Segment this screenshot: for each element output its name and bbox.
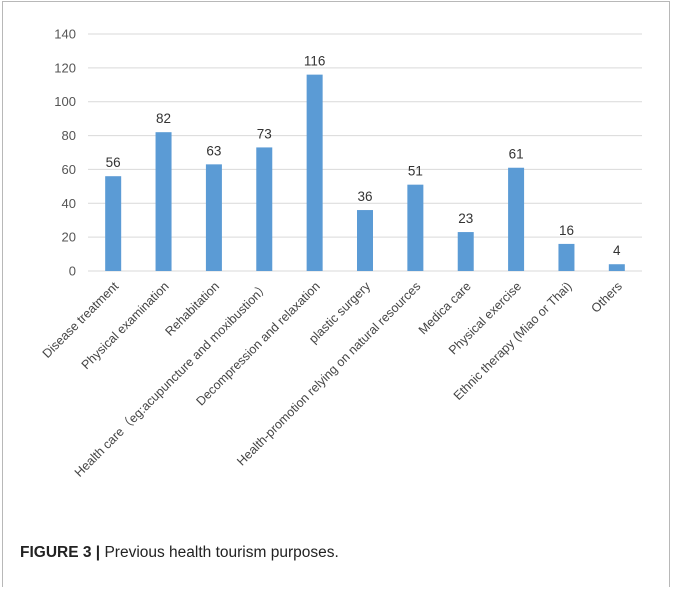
- data-label: 63: [206, 143, 221, 158]
- bar: [357, 210, 373, 271]
- data-label: 56: [106, 155, 121, 170]
- y-tick-label: 40: [62, 196, 76, 211]
- bar: [306, 74, 323, 271]
- data-label: 23: [458, 211, 473, 226]
- caption-label: FIGURE 3 |: [20, 544, 101, 561]
- bar: [256, 147, 273, 271]
- figure-caption: FIGURE 3 | Previous health tourism purpo…: [20, 544, 339, 562]
- x-tick-label: Health-promotion relying on natural reso…: [234, 279, 423, 468]
- data-label: 4: [613, 243, 621, 258]
- data-label: 51: [408, 164, 423, 179]
- bar: [105, 176, 122, 271]
- y-tick-label: 80: [62, 128, 76, 143]
- data-label: 61: [509, 147, 524, 162]
- y-tick-label: 0: [69, 264, 76, 279]
- y-tick-label: 120: [54, 60, 76, 75]
- bar: [608, 264, 625, 271]
- y-tick-label: 100: [54, 94, 76, 109]
- y-tick-label: 140: [54, 27, 76, 42]
- bar: [558, 243, 575, 271]
- bar: [407, 184, 424, 271]
- bar: [457, 232, 474, 271]
- data-label: 73: [257, 126, 272, 141]
- y-tick-label: 20: [62, 230, 76, 245]
- bar: [155, 132, 172, 271]
- data-label: 82: [156, 111, 171, 126]
- data-label: 36: [357, 189, 372, 204]
- caption-text: Previous health tourism purposes.: [100, 544, 339, 561]
- bar: [508, 167, 525, 271]
- x-tick-label: Physical examination: [79, 279, 172, 372]
- data-label: 16: [559, 223, 574, 238]
- y-tick-label: 60: [62, 162, 76, 177]
- x-tick-label: Others: [589, 279, 625, 315]
- data-label: 116: [304, 54, 326, 69]
- bar: [205, 164, 222, 271]
